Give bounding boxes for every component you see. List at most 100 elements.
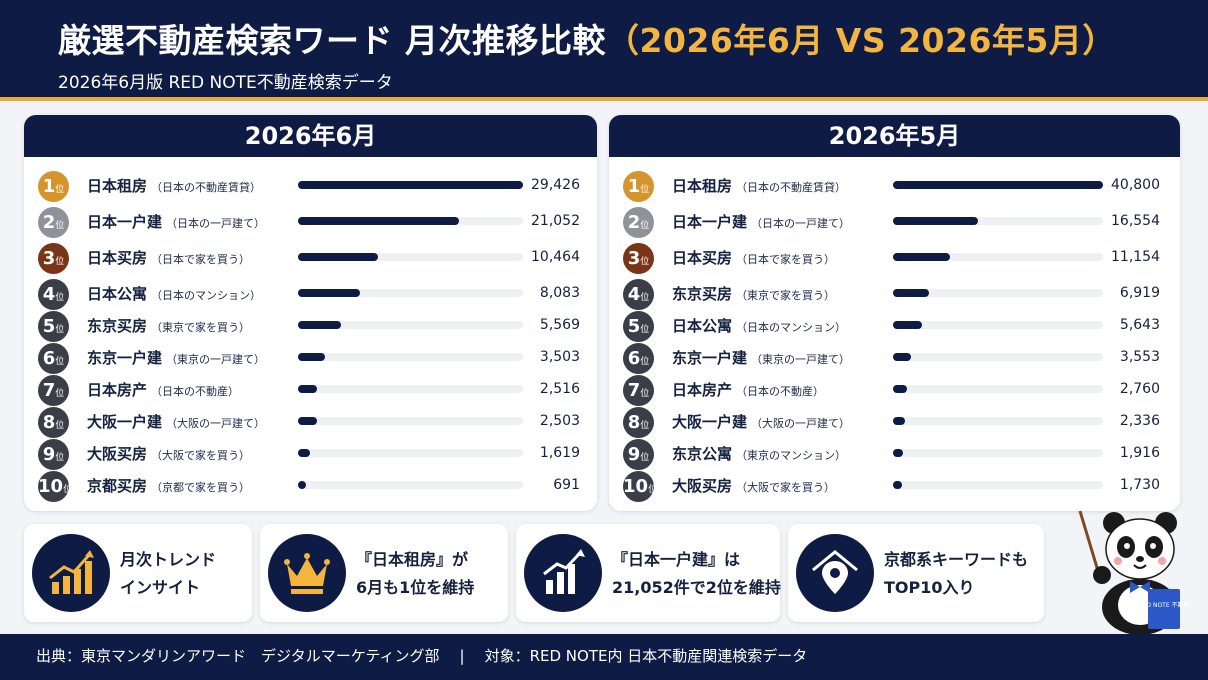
page-subtitle: 2026年6月版 RED NOTE不動産検索データ — [58, 73, 393, 93]
value-label: 3,503 — [539, 349, 580, 365]
trend-chart-icon — [32, 534, 110, 612]
bar — [298, 417, 318, 425]
keyword-note: （日本の不動産） — [736, 385, 825, 398]
value-label: 2,336 — [1119, 413, 1160, 429]
bar — [298, 217, 459, 225]
rank-badge: 8位 — [623, 407, 654, 438]
rank-suffix: 位 — [55, 357, 65, 367]
ranking-row: 5位 东京买房 （東京で家を買う） 5,569 — [24, 311, 597, 342]
value-label: 1,619 — [539, 445, 580, 461]
keyword-label: 日本租房 （日本の不動産賃貸） — [87, 175, 261, 196]
value-label: 40,800 — [1111, 177, 1160, 193]
rank-suffix: 位 — [55, 421, 65, 431]
insight-line: 6月も1位を維持 — [356, 578, 475, 597]
insight-text: 京都系キーワードも TOP10入り — [884, 546, 1028, 602]
rank-number: 9 — [627, 444, 641, 465]
ranking-row: 7位 日本房产 （日本の不動産） 2,516 — [24, 375, 597, 406]
rank-number: 3 — [42, 248, 56, 269]
rank-suffix: 位 — [55, 453, 65, 463]
ranking-row: 9位 东京公寓 （東京のマンション） 1,916 — [609, 439, 1180, 470]
ranking-row: 2位 日本一户建 （日本の一戸建て） 21,052 — [24, 207, 597, 238]
bar — [893, 253, 951, 261]
title-main: 厳選不動産検索ワード 月次推移比較 — [58, 21, 606, 60]
bar-track — [298, 353, 523, 361]
bar-track — [298, 385, 523, 393]
keyword-label: 日本买房 （日本で家を買う） — [87, 247, 250, 268]
keyword-note: （大阪の一戸建て） — [751, 417, 851, 430]
header: 厳選不動産検索ワード 月次推移比較（2026年6月 VS 2026年5月） 20… — [0, 0, 1208, 101]
keyword-text: 日本房产 — [672, 381, 733, 399]
value-label: 5,643 — [1119, 317, 1160, 333]
bar — [893, 417, 906, 425]
rank-number: 3 — [627, 248, 641, 269]
rank-badge: 9位 — [38, 439, 69, 470]
keyword-note: （京都で家を買う） — [151, 481, 251, 494]
rank-number: 6 — [42, 348, 56, 369]
rank-suffix: 位 — [55, 221, 65, 231]
location-home-icon — [796, 534, 874, 612]
bar-track — [893, 289, 1103, 297]
ranking-row: 3位 日本买房 （日本で家を買う） 11,154 — [609, 243, 1180, 274]
bar-track — [298, 321, 523, 329]
value-label: 2,760 — [1119, 381, 1160, 397]
bar-growth-icon — [524, 534, 602, 612]
keyword-label: 大阪买房 （大阪で家を買う） — [672, 475, 835, 496]
rank-suffix: 位 — [640, 293, 650, 303]
bar — [298, 321, 341, 329]
keyword-label: 日本房产 （日本の不動産） — [672, 379, 824, 400]
keyword-note: （大阪で家を買う） — [736, 481, 836, 494]
ranking-row: 2位 日本一户建 （日本の一戸建て） 16,554 — [609, 207, 1180, 238]
may-panel-title: 2026年5月 — [609, 115, 1180, 157]
rank-badge: 7位 — [623, 375, 654, 406]
bar — [893, 181, 1103, 189]
rank-suffix: 位 — [640, 325, 650, 335]
insight-text: 月次トレンド インサイト — [120, 546, 216, 602]
keyword-note: （東京のマンション） — [736, 449, 847, 462]
bar — [298, 449, 311, 457]
bar — [893, 217, 979, 225]
keyword-label: 日本一户建 （日本の一戸建て） — [672, 211, 850, 232]
value-label: 11,154 — [1111, 249, 1160, 265]
ranking-row: 8位 大阪一户建 （大阪の一戸建て） 2,336 — [609, 407, 1180, 438]
bar-track — [893, 321, 1103, 329]
keyword-note: （日本の不動産） — [151, 385, 240, 398]
rank-suffix: 位 — [640, 357, 650, 367]
bar-track — [893, 217, 1103, 225]
ranking-row: 5位 日本公寓 （日本のマンション） 5,643 — [609, 311, 1180, 342]
rank-badge: 9位 — [623, 439, 654, 470]
value-label: 6,919 — [1119, 285, 1160, 301]
keyword-label: 日本房产 （日本の不動産） — [87, 379, 239, 400]
bar — [298, 385, 318, 393]
keyword-note: （日本で家を買う） — [736, 253, 836, 266]
rank-suffix: 位 — [55, 325, 65, 335]
rank-suffix: 位 — [55, 257, 65, 267]
bar-track — [298, 449, 523, 457]
keyword-note: （日本で家を買う） — [151, 253, 251, 266]
insight-line: 『日本一户建』は — [612, 550, 741, 569]
footer-separator: | — [459, 647, 465, 665]
ranking-row: 9位 大阪买房 （大阪で家を買う） 1,619 — [24, 439, 597, 470]
rank-suffix: 位 — [640, 221, 650, 231]
keyword-text: 东京买房 — [672, 285, 733, 303]
rank-suffix: 位 — [640, 453, 650, 463]
rank-number: 7 — [627, 380, 641, 401]
rank-number: 8 — [42, 412, 56, 433]
rank-badge: 5位 — [38, 311, 69, 342]
insight-line: 月次トレンド — [120, 550, 217, 569]
rank-number: 1 — [627, 176, 641, 197]
crown-icon — [268, 534, 346, 612]
rank-suffix: 位 — [55, 389, 65, 399]
value-label: 29,426 — [531, 177, 580, 193]
insight-line: TOP10入り — [884, 578, 975, 597]
keyword-text: 日本公寓 — [87, 285, 148, 303]
bar-track — [298, 417, 523, 425]
insight-card-trend: 月次トレンド インサイト — [24, 524, 252, 622]
header-divider — [0, 97, 1208, 101]
rank-badge: 2位 — [623, 207, 654, 238]
rank-number: 4 — [42, 284, 56, 305]
insight-line: 21,052件で2位を維持 — [612, 578, 781, 597]
insight-text: 『日本租房』が 6月も1位を維持 — [356, 546, 474, 602]
bar-track — [893, 481, 1103, 489]
rank-suffix: 位 — [55, 185, 65, 195]
rank-badge: 4位 — [623, 279, 654, 310]
